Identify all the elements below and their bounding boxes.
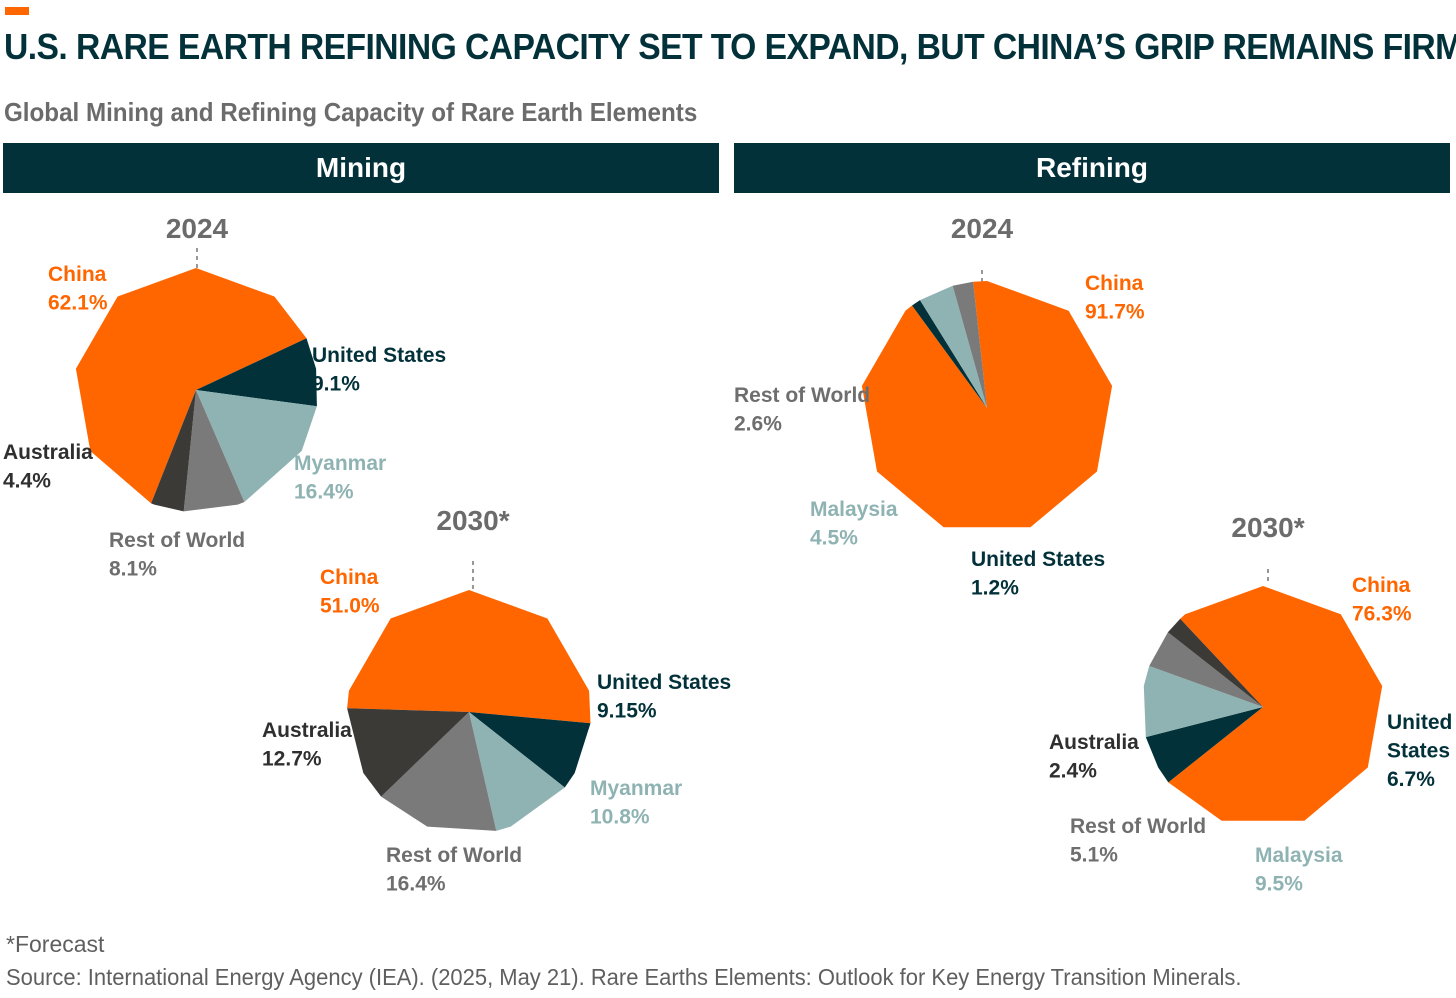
slice-value: 9.5% [1255, 873, 1303, 896]
slice-label-united-states: United States 1.2% [971, 548, 1105, 600]
slice-value: 62.1% [48, 292, 108, 315]
slice-value: 51.0% [320, 595, 380, 618]
pie-refining-2024: 2024 China 91.7% United States 1.2% Malaysia 4… [734, 213, 1145, 600]
slice-china [861, 281, 1113, 528]
slice-name: China [320, 566, 379, 589]
slice-label-rest-of-world: Rest of World 2.6% [734, 384, 870, 436]
slice-label-china: China 51.0% [320, 566, 380, 618]
slice-united-states [469, 712, 591, 788]
pie-mining-2024: 2024 China 62.1% United States 9.1% Myanmar 16… [3, 213, 446, 581]
slice-label-china: China 62.1% [48, 263, 108, 315]
slice-name: Rest of World [1070, 815, 1206, 838]
pie-title: 2024 [951, 213, 1014, 244]
footnote-forecast: *Forecast [6, 931, 105, 957]
slice-value: 91.7% [1085, 301, 1145, 324]
slice-value: 10.8% [590, 806, 650, 829]
slice-label-china: China 91.7% [1085, 272, 1145, 324]
slice-china [1168, 586, 1383, 821]
slice-value: 4.5% [810, 527, 858, 550]
slice-label-malaysia: Malaysia 4.5% [810, 498, 898, 550]
slice-value: 2.4% [1049, 760, 1097, 783]
slice-label-australia: Australia 4.4% [3, 441, 93, 493]
slice-name: Rest of World [109, 529, 245, 552]
slice-australia [1167, 618, 1263, 707]
slice-value: 76.3% [1352, 603, 1412, 626]
chart-subtitle: Global Mining and Refining Capacity of R… [4, 97, 698, 127]
slice-rest-of-world [183, 390, 245, 512]
slice-value: 5.1% [1070, 844, 1118, 867]
slice-value: 9.1% [312, 373, 360, 396]
slice-label-malaysia: Malaysia 9.5% [1255, 844, 1343, 896]
slice-label-united-states: United States 9.15% [597, 671, 731, 723]
slice-label-united-states: United States 9.1% [312, 344, 446, 396]
slice-united-states [196, 338, 317, 407]
slice-label-australia: Australia 12.7% [262, 719, 352, 771]
slice-rest-of-world [381, 712, 497, 831]
slice-label-myanmar: Myanmar 10.8% [590, 777, 682, 829]
slice-malaysia [1143, 666, 1263, 738]
slice-united-states [912, 300, 987, 408]
slice-name: China [1085, 272, 1144, 295]
slice-value: 9.15% [597, 700, 657, 723]
slice-label-rest-of-world: Rest of World 8.1% [109, 529, 245, 581]
slice-name: Australia [1049, 731, 1139, 754]
slice-name: Myanmar [294, 452, 386, 475]
panel-header-mining: Mining [3, 143, 719, 193]
slice-value: 2.6% [734, 413, 782, 436]
slice-malaysia [920, 285, 987, 408]
slice-myanmar [469, 712, 565, 831]
slice-value: 16.4% [386, 873, 446, 896]
slice-name: China [48, 263, 107, 286]
slice-value: 12.7% [262, 748, 322, 771]
slice-myanmar [196, 390, 317, 502]
slice-name: United States [597, 671, 731, 694]
slice-united-states [1145, 707, 1263, 783]
slice-china [347, 590, 591, 724]
slice-label-rest-of-world: Rest of World 5.1% [1070, 815, 1206, 867]
slice-rest-of-world [952, 281, 987, 408]
chart-title: U.S. RARE EARTH REFINING CAPACITY SET TO… [4, 26, 1456, 67]
slice-name: China [1352, 574, 1411, 597]
slice-value: 1.2% [971, 577, 1019, 600]
slice-china [75, 268, 307, 504]
slice-value: 4.4% [3, 470, 51, 493]
slice-rest-of-world [1149, 632, 1263, 707]
slice-name: Malaysia [810, 498, 898, 521]
footnote-source: Source: International Energy Agency (IEA… [6, 964, 1242, 990]
panel-header-refining: Refining [734, 143, 1450, 193]
slice-name: Malaysia [1255, 844, 1343, 867]
pie-title: 2030* [436, 505, 509, 536]
pie-mining-2030: 2030* China 51.0% United States 9.15% Myanmar… [262, 505, 731, 896]
slice-name: States [1387, 740, 1450, 763]
slice-australia [347, 708, 469, 797]
slice-value: 16.4% [294, 481, 354, 504]
slice-label-australia: Australia 2.4% [1049, 731, 1139, 783]
pie-title: 2030* [1231, 512, 1304, 543]
slice-name: Rest of World [386, 844, 522, 867]
slice-name: United States [312, 344, 446, 367]
slice-label-united-states: United States 6.7% [1387, 711, 1452, 791]
slice-label-myanmar: Myanmar 16.4% [294, 452, 386, 504]
accent-bar [5, 7, 29, 15]
slice-name: United States [971, 548, 1105, 571]
slice-name: United [1387, 711, 1452, 734]
slice-label-china: China 76.3% [1352, 574, 1412, 626]
slice-australia [151, 390, 196, 512]
slice-label-rest-of-world: Rest of World 16.4% [386, 844, 522, 896]
slice-name: Australia [3, 441, 93, 464]
slice-name: Australia [262, 719, 352, 742]
slice-value: 6.7% [1387, 768, 1435, 791]
pie-refining-2030: 2030* China 76.3% United States 6.7% Malaysia 9… [1049, 512, 1452, 896]
pie-title: 2024 [166, 213, 229, 244]
slice-value: 8.1% [109, 558, 157, 581]
slice-name: Myanmar [590, 777, 682, 800]
slice-name: Rest of World [734, 384, 870, 407]
